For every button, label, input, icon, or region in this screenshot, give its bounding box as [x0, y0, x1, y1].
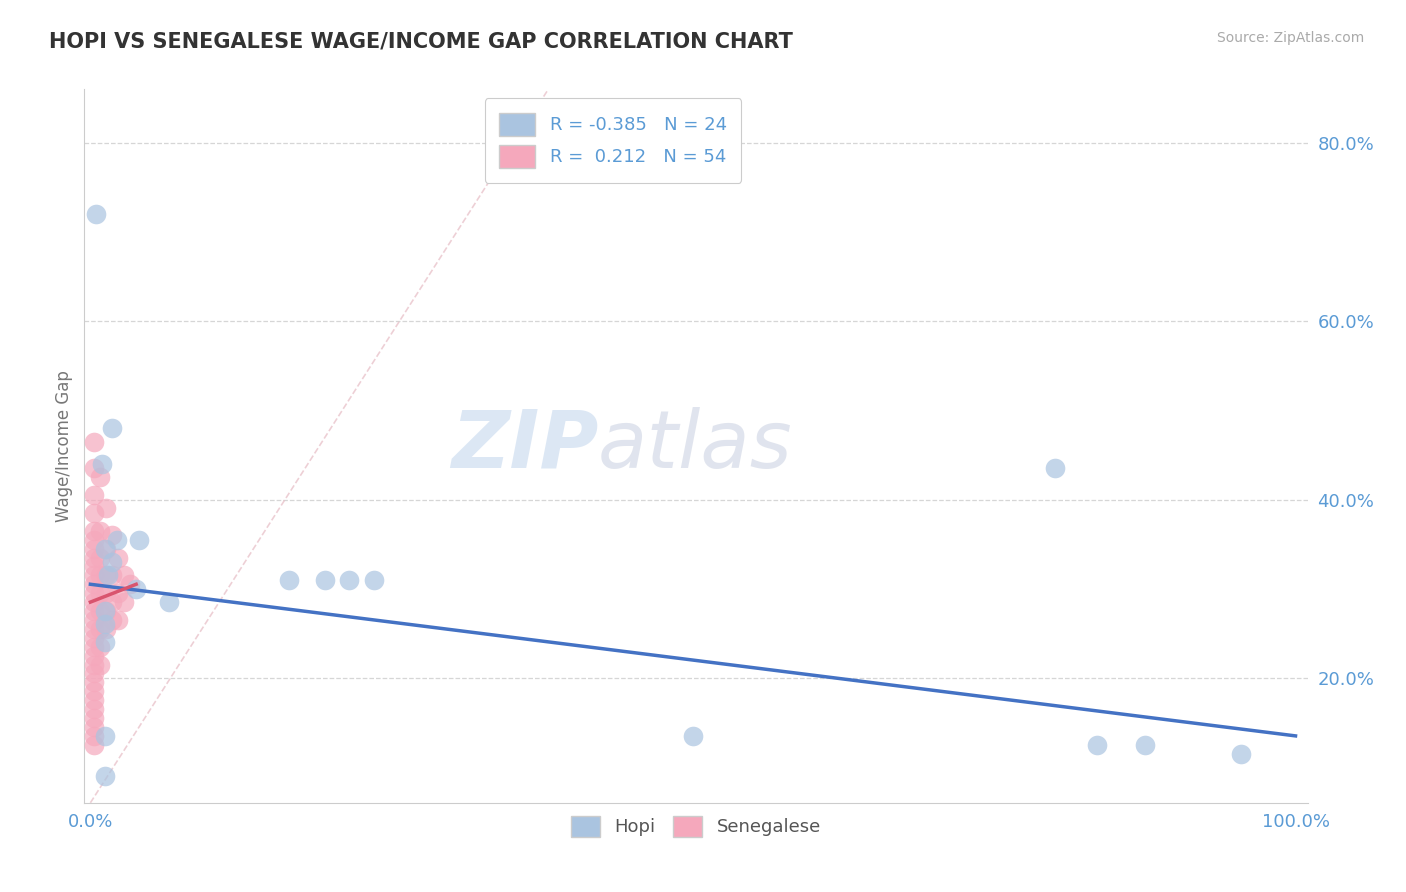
Text: atlas: atlas — [598, 407, 793, 485]
Point — [94, 586, 117, 600]
Point — [101, 421, 124, 435]
Point — [107, 586, 129, 600]
Point — [83, 702, 105, 716]
Point — [83, 729, 105, 743]
Point — [83, 720, 105, 734]
Point — [83, 461, 105, 475]
Text: HOPI VS SENEGALESE WAGE/INCOME GAP CORRELATION CHART: HOPI VS SENEGALESE WAGE/INCOME GAP CORRE… — [49, 31, 793, 51]
Point — [94, 501, 117, 516]
Y-axis label: Wage/Income Gap: Wage/Income Gap — [55, 370, 73, 522]
Point — [1133, 738, 1156, 752]
Point — [83, 577, 105, 591]
Point — [83, 631, 105, 645]
Point — [112, 595, 135, 609]
Point — [94, 541, 117, 556]
Point — [94, 769, 117, 783]
Point — [86, 207, 108, 221]
Point — [83, 666, 105, 681]
Point — [94, 622, 117, 636]
Point — [89, 604, 111, 618]
Point — [107, 613, 129, 627]
Point — [363, 573, 385, 587]
Point — [83, 550, 105, 565]
Point — [1230, 747, 1253, 761]
Point — [94, 635, 117, 649]
Point — [682, 729, 704, 743]
Point — [83, 434, 105, 449]
Point — [83, 559, 105, 574]
Point — [83, 657, 105, 672]
Point — [83, 533, 105, 547]
Legend: Hopi, Senegalese: Hopi, Senegalese — [564, 808, 828, 844]
Point — [89, 640, 111, 654]
Point — [83, 640, 105, 654]
Point — [89, 657, 111, 672]
Point — [83, 648, 105, 663]
Point — [94, 568, 117, 582]
Point — [314, 573, 336, 587]
Point — [112, 568, 135, 582]
Point — [120, 577, 142, 591]
Point — [91, 457, 114, 471]
Point — [89, 568, 111, 582]
Point — [339, 573, 361, 587]
Point — [83, 524, 105, 538]
Point — [1085, 738, 1108, 752]
Point — [83, 568, 105, 582]
Point — [89, 622, 111, 636]
Point — [101, 595, 124, 609]
Text: ZIP: ZIP — [451, 407, 598, 485]
Point — [94, 541, 117, 556]
Point — [94, 617, 117, 632]
Point — [89, 470, 111, 484]
Point — [278, 573, 301, 587]
Point — [83, 693, 105, 707]
Point — [89, 550, 111, 565]
Point — [157, 595, 180, 609]
Point — [83, 541, 105, 556]
Point — [83, 586, 105, 600]
Point — [97, 568, 120, 582]
Point — [83, 488, 105, 502]
Point — [101, 613, 124, 627]
Point — [101, 528, 124, 542]
Point — [89, 524, 111, 538]
Point — [101, 568, 124, 582]
Point — [94, 604, 117, 618]
Point — [89, 586, 111, 600]
Point — [94, 604, 117, 618]
Point — [83, 684, 105, 698]
Point — [107, 550, 129, 565]
Text: Source: ZipAtlas.com: Source: ZipAtlas.com — [1216, 31, 1364, 45]
Point — [83, 506, 105, 520]
Point — [125, 582, 148, 596]
Point — [101, 555, 124, 569]
Point — [105, 533, 128, 547]
Point — [83, 613, 105, 627]
Point — [128, 533, 150, 547]
Point — [1043, 461, 1066, 475]
Point — [94, 729, 117, 743]
Point — [83, 738, 105, 752]
Point — [83, 622, 105, 636]
Point — [83, 595, 105, 609]
Point — [83, 675, 105, 690]
Point — [83, 711, 105, 725]
Point — [83, 604, 105, 618]
